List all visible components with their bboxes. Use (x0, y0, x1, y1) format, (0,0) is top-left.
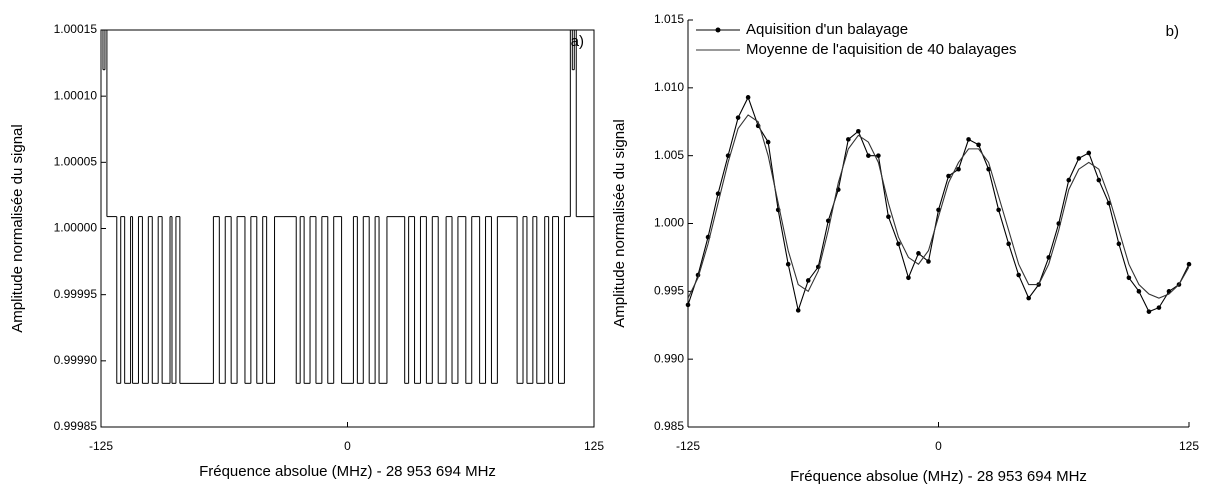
data-point (825, 218, 831, 224)
data-point (916, 251, 921, 256)
x-axis-label: Fréquence absolue (MHz) - 28 953 694 MHz (790, 468, 1087, 485)
data-point (1066, 177, 1072, 183)
data-point (805, 278, 811, 283)
data-point (1016, 272, 1021, 278)
data-point (926, 259, 931, 264)
legend-label: Moyenne de l'aquisition de 40 balayages (746, 41, 1017, 58)
x-tick-label: -125 (89, 439, 113, 453)
data-point (1126, 275, 1132, 281)
data-point (715, 191, 721, 196)
y-tick-label: 1.000 (654, 216, 684, 230)
data-point (946, 173, 951, 179)
data-point (996, 207, 1001, 213)
y-tick-label: 0.990 (654, 351, 684, 365)
data-point (1136, 289, 1142, 294)
data-point (1076, 156, 1082, 161)
legend-marker (715, 27, 721, 33)
data-point (956, 166, 961, 172)
y-tick-label: 0.995 (654, 284, 684, 298)
data-point (1026, 295, 1031, 301)
data-point (745, 95, 751, 100)
data-point (1146, 309, 1152, 314)
y-axis-label: Amplitude normalisée du signal (611, 119, 628, 327)
data-point (1096, 177, 1102, 183)
data-line (688, 95, 1189, 313)
data-point (886, 214, 891, 220)
data-point (846, 137, 851, 142)
y-tick-label: 1.00000 (54, 221, 98, 235)
y-tick-label: 0.985 (654, 419, 684, 433)
data-point (976, 142, 981, 148)
data-point (876, 153, 881, 158)
data-point (1186, 261, 1192, 267)
data-point (685, 302, 691, 308)
data-point (896, 241, 901, 247)
data-point (765, 139, 771, 145)
data-line (688, 114, 1189, 299)
y-tick-label: 1.00015 (54, 22, 98, 36)
y-tick-label: 0.99995 (54, 287, 98, 301)
y-axis-label: Amplitude normalisée du signal (9, 124, 26, 332)
y-tick-label: 1.00010 (54, 88, 98, 102)
y-tick-label: 1.010 (654, 80, 684, 94)
data-point (1116, 241, 1122, 247)
data-point (735, 115, 741, 120)
x-axis-label: Fréquence absolue (MHz) - 28 953 694 MHz (199, 463, 496, 480)
x-tick-label: -125 (676, 439, 700, 453)
y-tick-label: 0.99990 (54, 353, 98, 367)
data-point (1006, 241, 1011, 247)
data-point (866, 153, 871, 158)
y-tick-label: 1.015 (654, 12, 684, 26)
x-tick-label: 125 (584, 439, 604, 453)
legend-label: Aquisition d'un balayage (746, 21, 908, 38)
data-point (795, 308, 801, 313)
data-point (966, 137, 971, 142)
data-point (906, 275, 911, 281)
data-point (785, 261, 791, 267)
y-tick-label: 1.00005 (54, 155, 98, 169)
x-tick-label: 0 (935, 439, 942, 453)
y-tick-label: 0.99985 (54, 419, 98, 433)
panel-label: b) (1166, 23, 1179, 40)
data-point (1156, 305, 1162, 310)
y-tick-label: 1.005 (654, 148, 684, 162)
x-tick-label: 125 (1179, 439, 1199, 453)
data-point (856, 128, 861, 134)
data-point (1086, 150, 1092, 156)
plot-frame (100, 29, 595, 428)
x-tick-label: 0 (344, 439, 351, 453)
